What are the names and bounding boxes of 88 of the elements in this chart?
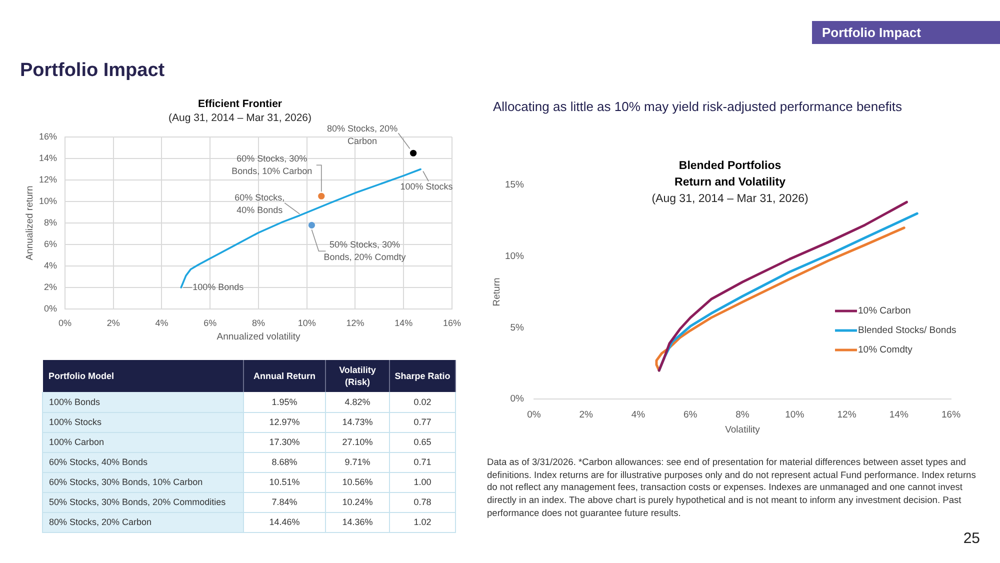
category-label: 80% Stocks, 20% Carbon (42, 512, 244, 532)
x-tick-label: 2% (106, 318, 120, 328)
legend-label: Blended Stocks/ Bonds (858, 325, 956, 336)
y-axis-title: Return (492, 278, 503, 306)
point (410, 150, 417, 156)
category-label: 100% Carbon (42, 432, 244, 452)
data-label: 0.02 (390, 392, 456, 412)
text: (Aug 31, 2014 – Mar 31, 2026) (652, 192, 808, 205)
y-tick-label: 15% (504, 180, 525, 191)
y-tick-label: 16% (38, 131, 57, 142)
annotation: 60% Stocks, 30% Bonds, 10% Carbon (232, 154, 312, 176)
data-label: 27.10% (326, 432, 390, 452)
annotation: 100% Stocks (400, 182, 454, 192)
y-tick-label: 10% (504, 250, 525, 262)
data-label: 10.24% (326, 492, 390, 512)
annotation: 80% Stocks, 20% Carbon (327, 124, 398, 146)
data-label: 4.82% (326, 392, 390, 412)
data-label: 17.30% (244, 432, 326, 452)
data-label: 1.95% (244, 392, 326, 412)
data-label: 0.65 (390, 432, 456, 452)
chart-subtitle: (Aug 31, 2014 – Mar 31, 2026) (168, 112, 312, 124)
data-label: 0.78 (390, 492, 456, 512)
annotation: 100% Bonds (192, 282, 244, 292)
y-tick-label: 0% (44, 303, 57, 314)
y-tick-label: 4% (44, 260, 57, 270)
text: Data as of 3/31/2026. *Carbon allowances: see end of presentation for material differences between asset types and definitions. Index returns are for illustrative purposes only and do not represent actual Fund performance. Index returns do not reflect any management fees, transaction costs or expenses. Indexes are unmanaged and one cannot invest directly in an index. The above chart is purely hypothetical and is not meant to inform any investment decision. Past performance does not guarantee future results. (487, 456, 977, 520)
x-tick-label: 14% (394, 318, 413, 328)
data-label: 8.68% (244, 452, 326, 472)
category-label: 100% Stocks (42, 412, 244, 432)
data-label: 9.71% (326, 452, 390, 472)
annotation: 50% Stocks, 30% Bonds, 20% Comdty (324, 240, 406, 262)
legend-label: 10% Carbon (858, 306, 911, 317)
point (308, 222, 316, 228)
x-tick-label: 4% (631, 409, 646, 420)
chart-title: Efficient Frontier (198, 98, 282, 110)
x-tick-label: 2% (579, 409, 594, 420)
x-tick-label: 6% (684, 409, 698, 420)
x-tick-label: 10% (785, 409, 805, 420)
text: Portfolio Impact (20, 59, 165, 82)
y-tick-label: 10% (38, 196, 57, 206)
y-tick-label: 5% (510, 322, 525, 334)
y-tick-label: 14% (38, 152, 57, 163)
data-label: 7.84% (244, 492, 326, 512)
text: Annual Return (244, 360, 326, 392)
x-tick-label: 10% (298, 318, 316, 328)
data-label: 1.00 (390, 472, 456, 492)
data-label: 1.02 (390, 512, 456, 532)
category-label: 60% Stocks, 40% Bonds (42, 452, 244, 472)
x-tick-label: 0% (527, 409, 542, 420)
data-label: 10.51% (244, 472, 326, 492)
x-tick-label: 16% (941, 409, 962, 420)
data-label: 0.77 (390, 412, 456, 432)
x-tick-label: 0% (58, 318, 72, 328)
x-tick-label: 4% (155, 318, 168, 328)
text: Sharpe Ratio (390, 360, 456, 392)
x-tick-label: 16% (442, 318, 461, 328)
point (318, 192, 325, 200)
data-label: 0.71 (390, 452, 456, 472)
data-label: 10.56% (326, 472, 390, 492)
data-label: 14.73% (326, 412, 390, 432)
chart-title: Blended Portfolios Return and Volatility (674, 160, 786, 188)
category-label: 100% Bonds (42, 392, 244, 412)
category-label: 50% Stocks, 30% Bonds, 20% Commodities (42, 492, 244, 512)
data-label: 14.36% (326, 512, 390, 532)
annotation: 60% Stocks, 40% Bonds (234, 192, 285, 215)
x-tick-label: 6% (204, 318, 217, 328)
text: Allocating as little as 10% may yield risk-adjusted performance benefits (493, 99, 903, 115)
y-tick-label: 6% (44, 238, 57, 249)
y-tick-label: 2% (44, 282, 57, 292)
x-tick-label: 12% (346, 318, 364, 328)
y-axis-title: Annualized return (24, 186, 36, 260)
text: Portfolio Model (42, 360, 244, 392)
data-label: 12.97% (244, 412, 326, 432)
y-tick-label: 12% (38, 174, 57, 184)
x-axis-title: Volatility (725, 424, 760, 436)
data-label: 14.46% (244, 512, 326, 532)
text: Volatility (Risk) (326, 360, 390, 392)
text: 25 (963, 530, 980, 548)
x-tick-label: 8% (252, 318, 266, 328)
x-tick-label: 8% (736, 409, 750, 420)
x-tick-label: 12% (837, 409, 857, 420)
category-label: 60% Stocks, 30% Bonds, 10% Carbon (42, 472, 244, 492)
x-tick-label: 14% (889, 409, 909, 420)
y-tick-label: 8% (44, 217, 57, 228)
legend-label: 10% Comdty (858, 344, 913, 356)
text: Portfolio Impact (822, 24, 921, 42)
x-axis-title: Annualized volatility (216, 332, 300, 343)
y-tick-label: 0% (510, 394, 525, 405)
